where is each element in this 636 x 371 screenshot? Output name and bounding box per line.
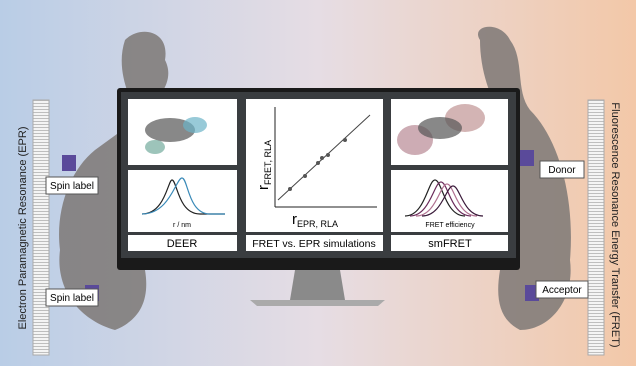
donor-label: Donor xyxy=(548,165,576,176)
fret-label: Fluorescence Resonance Energy Transfer (… xyxy=(609,102,621,347)
caption: smFRET xyxy=(428,238,472,250)
acceptor-label: Acceptor xyxy=(542,285,582,296)
caption: DEER xyxy=(167,238,198,250)
monitor-neck xyxy=(290,270,345,300)
epr-label: Electron Paramagnetic Resonance (EPR) xyxy=(17,127,29,330)
donor-marker xyxy=(520,150,534,166)
epr-bar xyxy=(33,100,49,355)
label-cloud xyxy=(183,117,207,133)
fret-bar xyxy=(588,100,604,355)
subscript: EPR, RLA xyxy=(297,219,338,229)
caption: FRET vs. EPR simulations xyxy=(252,238,376,250)
subscript: FRET, RLA xyxy=(263,140,273,185)
molecule xyxy=(418,117,462,139)
monitor-base xyxy=(250,300,385,306)
spin-label: Spin label xyxy=(50,293,94,304)
label-cloud xyxy=(145,140,165,154)
axis-label: r / nm xyxy=(173,222,191,229)
spin-label-marker xyxy=(62,155,76,171)
axis-label: FRET efficiency xyxy=(425,222,475,229)
figure: Electron Paramagnetic Resonance (EPR) Fl… xyxy=(0,0,636,366)
spin-label: Spin label xyxy=(50,181,94,192)
